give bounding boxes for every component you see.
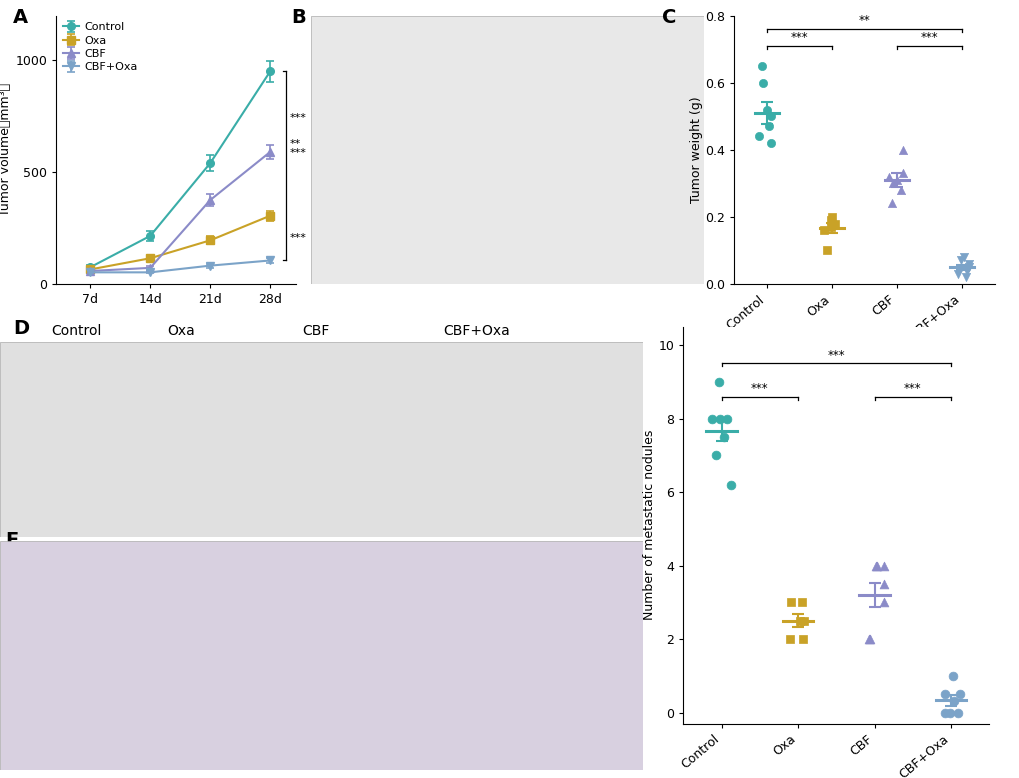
Text: ***: *** bbox=[790, 31, 807, 44]
Point bbox=[826, 217, 843, 230]
Point bbox=[762, 110, 779, 122]
Text: B: B bbox=[291, 8, 306, 26]
Text: ***: *** bbox=[289, 114, 307, 124]
Point bbox=[944, 670, 960, 682]
Point bbox=[710, 376, 727, 388]
Text: D: D bbox=[13, 319, 29, 338]
Point bbox=[794, 633, 810, 645]
Point bbox=[703, 412, 719, 425]
Point bbox=[822, 221, 839, 233]
Point bbox=[949, 268, 965, 280]
Point bbox=[867, 559, 883, 572]
Text: ***: *** bbox=[750, 382, 768, 394]
Point bbox=[942, 706, 958, 719]
Point bbox=[935, 706, 952, 719]
Text: Oxa: Oxa bbox=[167, 324, 195, 338]
Point bbox=[867, 559, 883, 572]
Point bbox=[895, 143, 911, 156]
Text: CBF+Oxa: CBF+Oxa bbox=[443, 324, 510, 338]
Point bbox=[875, 559, 892, 572]
Point bbox=[945, 696, 961, 708]
Text: **: ** bbox=[289, 138, 301, 149]
Text: ***: *** bbox=[289, 233, 307, 243]
Point bbox=[949, 706, 965, 719]
Point bbox=[751, 130, 767, 142]
Point bbox=[936, 688, 953, 700]
Point bbox=[957, 271, 973, 283]
Point bbox=[952, 254, 968, 267]
Legend: Control, Oxa, CBF, CBF+Oxa: Control, Oxa, CBF, CBF+Oxa bbox=[58, 18, 142, 77]
Point bbox=[882, 198, 899, 210]
Point bbox=[782, 633, 798, 645]
Point bbox=[760, 120, 776, 132]
Text: CBF: CBF bbox=[302, 324, 329, 338]
Point bbox=[958, 265, 974, 277]
Text: **: ** bbox=[858, 14, 869, 27]
Point bbox=[884, 177, 901, 190]
Point bbox=[955, 251, 971, 264]
Text: C: C bbox=[661, 8, 676, 26]
Point bbox=[792, 615, 808, 627]
Point bbox=[796, 615, 812, 627]
Text: Control: Control bbox=[51, 324, 102, 338]
Text: E: E bbox=[5, 531, 18, 550]
Point bbox=[952, 688, 968, 700]
Point bbox=[960, 258, 976, 270]
Point bbox=[889, 173, 905, 186]
Text: ***: *** bbox=[903, 382, 921, 394]
Point bbox=[821, 214, 838, 226]
Point bbox=[892, 184, 908, 196]
Point bbox=[875, 578, 892, 591]
Text: ***: *** bbox=[920, 31, 937, 44]
Text: ***: *** bbox=[289, 148, 307, 158]
Text: A: A bbox=[13, 8, 29, 26]
Point bbox=[714, 431, 731, 443]
Point bbox=[895, 167, 911, 180]
Text: ***: *** bbox=[826, 349, 845, 362]
Point bbox=[822, 211, 839, 223]
Point bbox=[782, 596, 798, 608]
Point bbox=[815, 224, 832, 237]
Point bbox=[754, 76, 770, 89]
Y-axis label: Tumor volume（mm³）: Tumor volume（mm³） bbox=[0, 83, 12, 216]
Point bbox=[753, 60, 769, 72]
Point bbox=[758, 103, 774, 116]
Point bbox=[762, 137, 779, 149]
Point bbox=[861, 633, 877, 645]
Point bbox=[711, 412, 728, 425]
Point bbox=[818, 244, 835, 257]
Y-axis label: Tumor weight (g): Tumor weight (g) bbox=[689, 96, 702, 203]
Point bbox=[860, 633, 876, 645]
Y-axis label: Number of metastatic nodules: Number of metastatic nodules bbox=[642, 430, 655, 620]
Point bbox=[794, 596, 810, 608]
Point bbox=[880, 170, 897, 183]
Point bbox=[721, 478, 738, 491]
Point bbox=[960, 261, 976, 273]
Point bbox=[707, 449, 723, 461]
Point bbox=[875, 596, 892, 608]
Point bbox=[718, 412, 735, 425]
